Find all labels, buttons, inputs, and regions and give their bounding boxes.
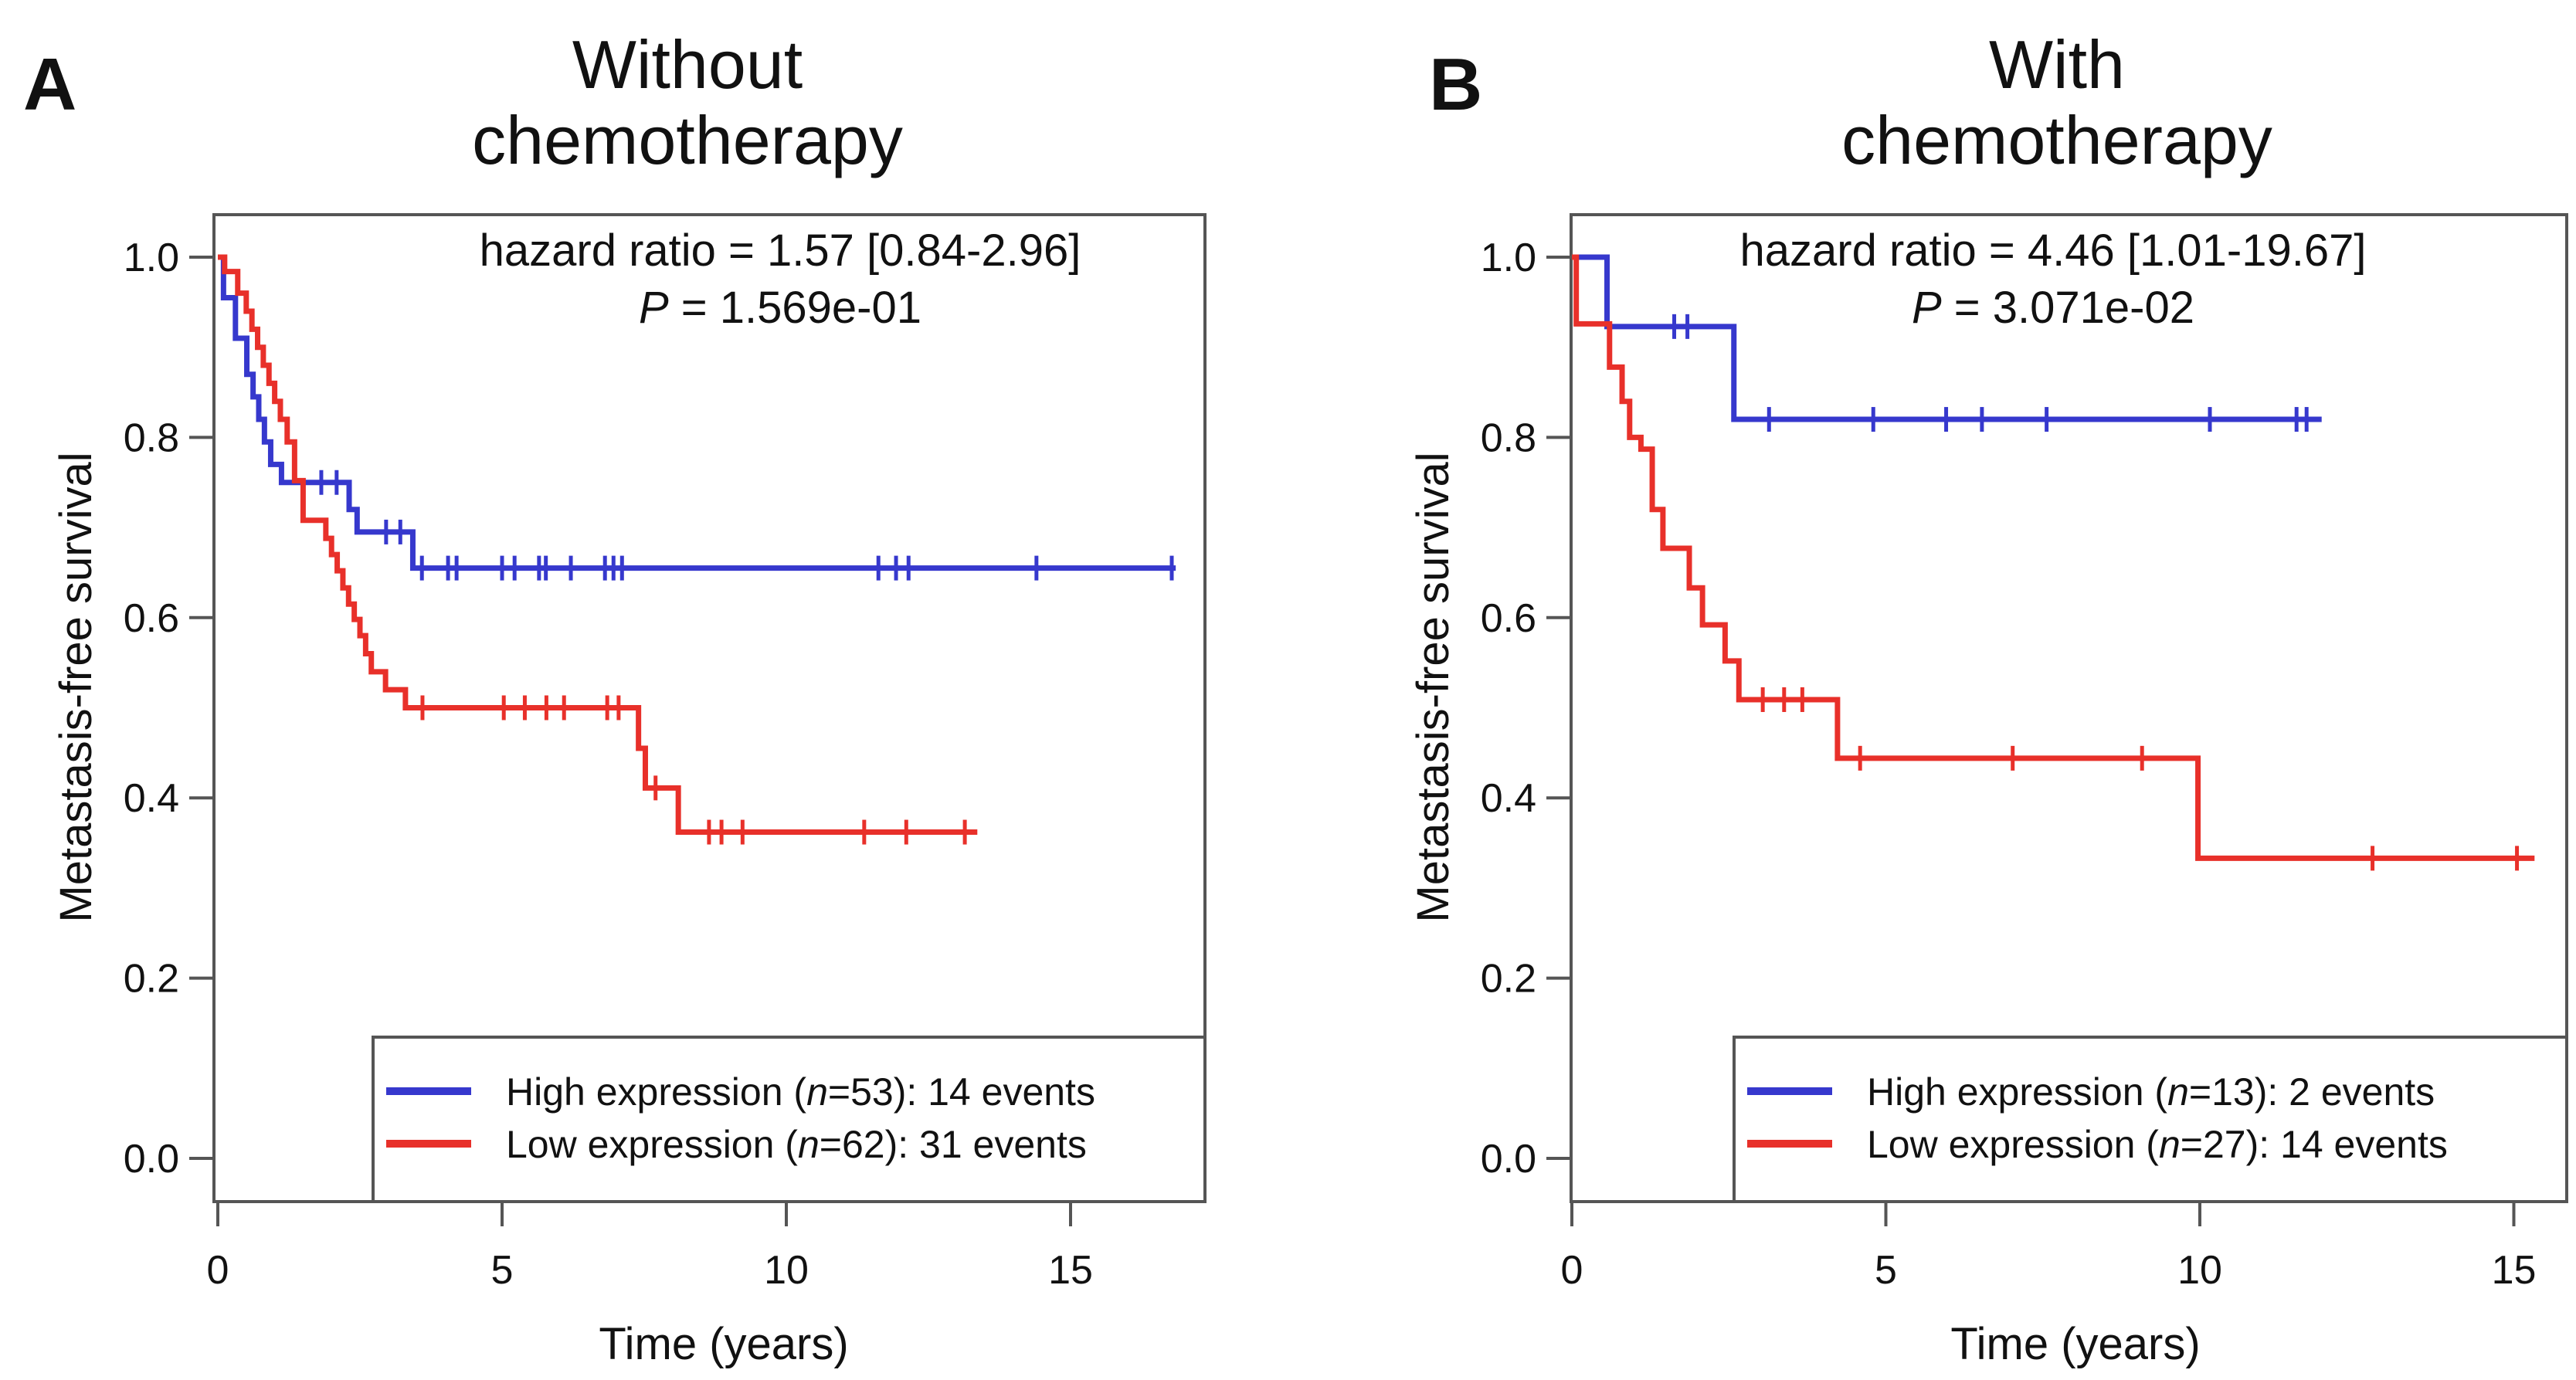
panel-a-ylabel: Metastasis-free survival — [51, 452, 101, 922]
y-tick-label: 1.0 — [1481, 236, 1536, 280]
plot-area-a: 0 5 10 15 1.0 0.8 0.6 0.4 0.2 0.0 — [124, 213, 1207, 1293]
km-curve-high — [1572, 254, 2322, 422]
panel-b-title-line2: chemotherapy — [1841, 102, 2272, 178]
legend-b: High expression (n=13): 2 events Low exp… — [1733, 1036, 2568, 1203]
y-tick-label: 0.2 — [124, 957, 179, 1002]
km-curve-low — [218, 254, 978, 836]
x-tick-label: 5 — [491, 1248, 514, 1293]
panel-a-title-line2: chemotherapy — [472, 102, 903, 178]
panel-a-title-line1: Without — [572, 26, 803, 103]
x-tick-label: 0 — [1561, 1248, 1583, 1293]
panel-b-title-line1: With — [1989, 26, 2125, 103]
p-rest: = 1.569e-01 — [669, 283, 921, 333]
plot-area-b: 0 5 10 15 1.0 0.8 0.6 0.4 0.2 0.0 — [1481, 213, 2568, 1293]
y-tick-label: 0.8 — [124, 415, 179, 460]
y-tick-label: 0.2 — [1481, 957, 1536, 1002]
panel-b-hazard-ratio: hazard ratio = 4.46 [1.01-19.67] — [1740, 225, 2367, 276]
km-curve-high — [218, 254, 1176, 571]
panel-b-p-value: P = 3.071e-02 — [1912, 283, 2194, 333]
x-tick-label: 5 — [1875, 1248, 1897, 1293]
x-tick-label: 10 — [2177, 1248, 2222, 1293]
panel-b-ylabel: Metastasis-free survival — [1408, 452, 1458, 922]
legend-a: High expression (n=53): 14 events Low ex… — [372, 1036, 1207, 1203]
p-rest: = 3.071e-02 — [1942, 283, 2194, 333]
legend-a-high-label: High expression (n=53): 14 events — [506, 1070, 1095, 1114]
y-tick-label: 0.4 — [1481, 776, 1536, 821]
y-tick-label: 1.0 — [124, 236, 179, 280]
panel-a-hazard-ratio: hazard ratio = 1.57 [0.84-2.96] — [480, 225, 1081, 276]
panel-a: A Without chemotherapy 0 5 10 15 1.0 0.8 0.6 0.… — [23, 26, 1207, 1369]
legend-a-low-label: Low expression (n=62): 31 events — [506, 1123, 1087, 1166]
y-tick-label: 0.4 — [124, 776, 179, 821]
legend-b-high-label: High expression (n=13): 2 events — [1867, 1070, 2435, 1114]
km-curve-low — [1572, 254, 2535, 861]
panel-a-xlabel: Time (years) — [599, 1319, 848, 1369]
x-tick-label: 10 — [764, 1248, 809, 1293]
y-tick-label: 0.6 — [1481, 596, 1536, 641]
x-tick-label: 15 — [1048, 1248, 1093, 1293]
panel-letter-b: B — [1429, 43, 1482, 126]
x-tick-label: 15 — [2492, 1248, 2537, 1293]
y-tick-label: 0.8 — [1481, 415, 1536, 460]
panel-b: B With chemotherapy 0 5 10 15 1.0 0.8 0.6 0.4 0.… — [1408, 26, 2568, 1369]
y-tick-label: 0.0 — [124, 1137, 179, 1182]
panel-a-p-value: P = 1.569e-01 — [639, 283, 921, 333]
y-tick-label: 0.0 — [1481, 1137, 1536, 1182]
p-italic: P — [639, 283, 669, 333]
legend-b-low-label: Low expression (n=27): 14 events — [1867, 1123, 2448, 1166]
panel-letter-a: A — [23, 43, 76, 126]
y-tick-label: 0.6 — [124, 596, 179, 641]
p-italic: P — [1912, 283, 1942, 333]
legend-a-box — [372, 1036, 1207, 1203]
x-tick-label: 0 — [207, 1248, 229, 1293]
panel-b-xlabel: Time (years) — [1950, 1319, 2200, 1369]
legend-b-box — [1733, 1036, 2568, 1203]
